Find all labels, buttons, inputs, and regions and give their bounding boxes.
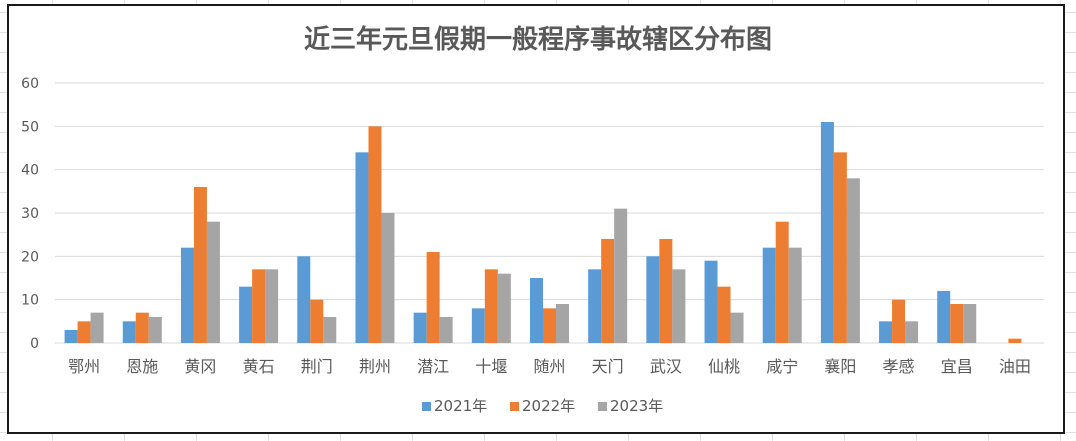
bar-仙桃-2021年[interactable]	[704, 260, 718, 343]
y-tick-label: 40	[21, 163, 39, 179]
y-tick-label: 50	[21, 119, 39, 135]
y-axis-ticks: 0 10 20 30 40 50 60	[21, 76, 39, 352]
x-category-label: 荆门	[301, 357, 333, 376]
x-category-label: 恩施	[126, 357, 158, 376]
bar-十堰-2022年[interactable]	[484, 269, 498, 343]
bar-鄂州-2021年[interactable]	[64, 330, 78, 343]
x-category-label: 十堰	[475, 357, 507, 376]
bar-鄂州-2022年[interactable]	[77, 321, 91, 343]
legend-label: 2023年	[610, 397, 663, 415]
x-category-label: 宜昌	[941, 357, 973, 376]
x-category-label: 黄石	[243, 357, 275, 376]
bar-随州-2022年[interactable]	[543, 308, 556, 343]
x-category-label: 油田	[999, 357, 1031, 376]
bar-天门-2022年[interactable]	[601, 239, 615, 343]
bar-襄阳-2021年[interactable]	[820, 122, 834, 343]
x-category-label: 潜江	[417, 357, 449, 376]
bar-潜江-2023年[interactable]	[439, 317, 453, 343]
bar-潜江-2022年[interactable]	[426, 252, 440, 343]
x-category-label: 孝感	[883, 357, 915, 376]
bar-武汉-2021年[interactable]	[646, 256, 660, 343]
legend-label: 2022年	[522, 397, 575, 415]
bar-咸宁-2023年[interactable]	[788, 247, 802, 343]
x-category-label: 随州	[533, 357, 565, 376]
x-category-label: 咸宁	[766, 357, 798, 376]
bar-襄阳-2023年[interactable]	[846, 178, 860, 343]
chart: 近三年元旦假期一般程序事故辖区分布图 0 10 20 30 40 50 60 鄂州 恩施 黄冈 黄…	[21, 24, 1044, 415]
bar-潜江-2021年[interactable]	[413, 312, 427, 343]
bar-黄冈-2022年[interactable]	[193, 187, 207, 343]
bar-咸宁-2021年[interactable]	[762, 247, 776, 343]
x-category-label: 黄冈	[184, 357, 216, 376]
bar-荆门-2023年[interactable]	[323, 317, 337, 343]
bar-孝感-2022年[interactable]	[892, 299, 906, 343]
x-category-label: 鄂州	[68, 357, 100, 376]
bar-黄冈-2021年[interactable]	[180, 247, 194, 343]
chart-title: 近三年元旦假期一般程序事故辖区分布图	[304, 24, 772, 55]
bar-天门-2023年[interactable]	[614, 208, 628, 343]
bar-黄冈-2023年[interactable]	[206, 221, 220, 343]
chart-frame[interactable]: 近三年元旦假期一般程序事故辖区分布图 0 10 20 30 40 50 60 鄂州 恩施 黄冈 黄…	[7, 4, 1065, 434]
bar-随州-2023年[interactable]	[556, 304, 569, 343]
x-category-label: 襄阳	[824, 357, 856, 376]
legend-swatch	[598, 402, 607, 411]
bar-宜昌-2022年[interactable]	[950, 304, 964, 343]
bar-黄石-2023年[interactable]	[265, 269, 279, 343]
bar-宜昌-2021年[interactable]	[937, 291, 951, 343]
y-tick-label: 30	[21, 206, 39, 222]
bar-恩施-2021年[interactable]	[122, 321, 136, 343]
legend: 2021年 2022年 2023年	[422, 397, 663, 415]
legend-swatch	[510, 402, 519, 411]
y-tick-label: 0	[30, 336, 39, 352]
bar-十堰-2023年[interactable]	[497, 273, 511, 343]
bar-黄石-2021年[interactable]	[239, 286, 253, 343]
bar-咸宁-2022年[interactable]	[775, 221, 789, 343]
bar-荆门-2021年[interactable]	[297, 256, 311, 343]
bar-仙桃-2022年[interactable]	[717, 286, 731, 343]
bar-宜昌-2023年[interactable]	[963, 304, 977, 343]
bar-孝感-2023年[interactable]	[905, 321, 919, 343]
x-axis-categories: 鄂州 恩施 黄冈 黄石 荆门 荆州 潜江 十堰 随州 天门 武汉 仙桃 咸宁 襄阳 孝感 宜昌 油田	[68, 357, 1031, 376]
y-tick-label: 60	[21, 76, 39, 92]
x-category-label: 天门	[592, 357, 624, 376]
bar-十堰-2021年[interactable]	[471, 308, 485, 343]
bar-恩施-2023年[interactable]	[148, 317, 162, 343]
x-category-label: 荆州	[359, 357, 391, 376]
legend-swatch	[422, 402, 431, 411]
x-category-label: 仙桃	[708, 357, 740, 376]
bars	[64, 122, 1022, 343]
bar-武汉-2022年[interactable]	[659, 239, 673, 343]
bar-荆州-2023年[interactable]	[381, 213, 395, 343]
bar-鄂州-2023年[interactable]	[90, 312, 104, 343]
bar-荆州-2021年[interactable]	[355, 152, 369, 343]
bar-荆州-2022年[interactable]	[368, 126, 382, 343]
legend-label: 2021年	[434, 397, 487, 415]
bar-恩施-2022年[interactable]	[135, 312, 149, 343]
bar-天门-2021年[interactable]	[588, 269, 602, 343]
bar-仙桃-2023年[interactable]	[730, 312, 744, 343]
bar-随州-2021年[interactable]	[530, 278, 543, 343]
bar-油田-2022年[interactable]	[1008, 338, 1022, 343]
bar-孝感-2021年[interactable]	[879, 321, 893, 343]
bar-荆门-2022年[interactable]	[310, 299, 324, 343]
bar-黄石-2022年[interactable]	[252, 269, 266, 343]
bar-武汉-2023年[interactable]	[672, 269, 686, 343]
bar-襄阳-2022年[interactable]	[833, 152, 847, 343]
x-category-label: 武汉	[650, 357, 682, 376]
y-tick-label: 20	[21, 249, 39, 265]
y-tick-label: 10	[21, 293, 39, 309]
